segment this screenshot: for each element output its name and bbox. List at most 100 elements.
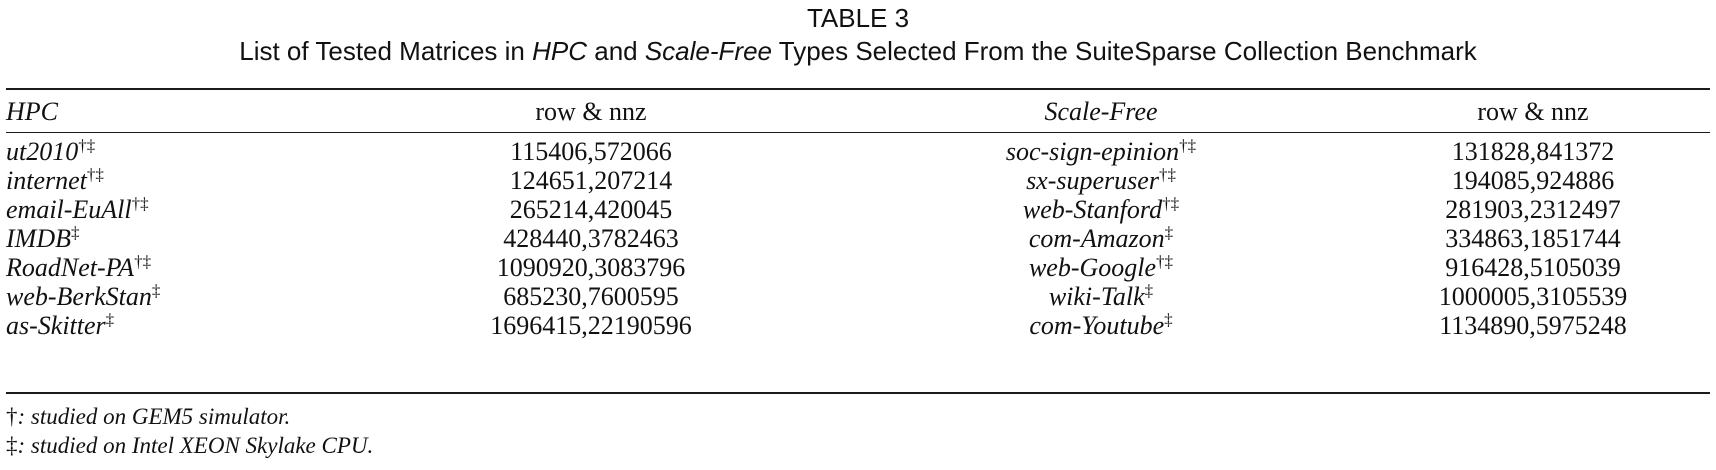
sf-matrix-name: wiki-Talk <box>1048 282 1145 311</box>
sf-matrix-mark: †‡ <box>1156 252 1174 271</box>
top-rule <box>6 88 1710 90</box>
hpc-row-nnz-cell: 265214,420045 <box>336 195 846 224</box>
hpc-matrix-cell: email-EuAll†‡ <box>6 195 336 224</box>
sf-matrix-cell: web-Stanford†‡ <box>846 195 1356 224</box>
footnote-mark: † <box>6 404 18 429</box>
header-scale-free: Scale-Free <box>1044 97 1158 126</box>
hpc-matrix-mark: †‡ <box>134 252 152 271</box>
hpc-matrix-name: RoadNet-PA <box>6 253 135 282</box>
table-row: RoadNet-PA†‡ 1090920,3083796 web-Google†‡ 9… <box>6 253 1710 282</box>
footnote-double-dagger: ‡: studied on Intel XEON Skylake CPU. <box>6 431 373 460</box>
sf-matrix-mark: †‡ <box>1179 136 1197 155</box>
sf-matrix-name: web-Google <box>1028 253 1157 282</box>
hpc-matrix-cell: internet†‡ <box>6 166 336 195</box>
table-row: IMDB‡ 428440,3782463 com-Amazon‡ 334863,185… <box>6 224 1710 253</box>
sf-matrix-cell: com-Youtube‡ <box>846 311 1356 340</box>
caption-text-after: Types Selected From the SuiteSparse Coll… <box>772 36 1477 66</box>
hpc-matrix-cell: web-BerkStan‡ <box>6 282 336 311</box>
hpc-matrix-mark: †‡ <box>86 165 104 184</box>
table-row: ut2010†‡ 115406,572066 soc-sign-epinion†‡ 1… <box>6 128 1710 166</box>
caption-text-before: List of Tested Matrices in <box>239 36 533 66</box>
caption-hpc: HPC <box>532 36 588 66</box>
hpc-row-nnz-value: 115406,572066 <box>510 137 672 166</box>
sf-row-nnz-value: 1000005,3105539 <box>1438 282 1628 311</box>
footnote-mark: ‡ <box>6 433 18 458</box>
sf-matrix-mark: ‡ <box>1164 310 1173 329</box>
sf-row-nnz-value: 1134890,5975248 <box>1439 311 1627 340</box>
hpc-row-nnz-cell: 685230,7600595 <box>336 282 846 311</box>
hpc-matrix-name: web-BerkStan <box>6 282 152 311</box>
caption-scale-free: Scale-Free <box>644 36 772 66</box>
sf-matrix-mark: †‡ <box>1158 165 1176 184</box>
hpc-row-nnz-cell: 115406,572066 <box>336 128 846 166</box>
hpc-row-nnz-value: 1696415,22190596 <box>490 311 692 340</box>
hpc-row-nnz-value: 265214,420045 <box>509 195 673 224</box>
sf-row-nnz-cell: 334863,1851744 <box>1356 224 1710 253</box>
hpc-matrix-cell: RoadNet-PA†‡ <box>6 253 336 282</box>
sf-matrix-name: web-Stanford <box>1022 195 1163 224</box>
table-row: web-BerkStan‡ 685230,7600595 wiki-Talk‡ 100… <box>6 282 1710 311</box>
sf-matrix-cell: soc-sign-epinion†‡ <box>846 128 1356 166</box>
sf-matrix-cell: com-Amazon‡ <box>846 224 1356 253</box>
table-row: email-EuAll†‡ 265214,420045 web-Stanford†‡… <box>6 195 1710 224</box>
table-caption-title: List of Tested Matrices in HPC and Scale… <box>0 36 1716 66</box>
header-hpc-row-nnz: row & nnz <box>535 97 647 126</box>
sf-matrix-cell: wiki-Talk‡ <box>846 282 1356 311</box>
hpc-row-nnz-value: 124651,207214 <box>509 166 673 195</box>
table-body: ut2010†‡ 115406,572066 soc-sign-epinion†‡ 1… <box>6 128 1710 340</box>
hpc-row-nnz-value: 428440,3782463 <box>503 224 679 253</box>
hpc-matrix-name: IMDB <box>6 224 71 253</box>
sf-matrix-name: com-Youtube <box>1029 311 1165 340</box>
table-row: internet†‡ 124651,207214 sx-superuser†‡ 194… <box>6 166 1710 195</box>
hpc-matrix-name: email-EuAll <box>6 195 132 224</box>
hpc-matrix-mark: †‡ <box>131 194 149 213</box>
sf-row-nnz-value: 916428,5105039 <box>1445 253 1621 282</box>
caption-text-and: and <box>587 36 645 66</box>
sf-matrix-cell: sx-superuser†‡ <box>846 166 1356 195</box>
hpc-row-nnz-value: 685230,7600595 <box>503 282 679 311</box>
sf-row-nnz-cell: 281903,2312497 <box>1356 195 1710 224</box>
bottom-rule <box>6 392 1710 394</box>
hpc-matrix-mark: ‡ <box>105 310 115 329</box>
table-caption-label: TABLE 3 <box>806 3 910 33</box>
sf-matrix-mark: †‡ <box>1162 194 1180 213</box>
hpc-matrix-mark: ‡ <box>151 281 161 300</box>
hpc-matrix-cell: IMDB‡ <box>6 224 336 253</box>
footnote-text: : studied on GEM5 simulator. <box>17 404 291 429</box>
sf-row-nnz-value: 194085,924886 <box>1451 166 1615 195</box>
sf-matrix-mark: ‡ <box>1144 281 1154 300</box>
hpc-row-nnz-cell: 1090920,3083796 <box>336 253 846 282</box>
sf-matrix-name: com-Amazon <box>1028 224 1165 253</box>
hpc-matrix-cell: as-Skitter‡ <box>6 311 336 340</box>
sf-matrix-mark: ‡ <box>1164 223 1174 242</box>
table-header-row: HPC row & nnz Scale-Free row & nnz <box>6 95 1710 128</box>
footnote-text: : studied on Intel XEON Skylake CPU. <box>17 433 374 458</box>
hpc-matrix-mark: †‡ <box>78 136 96 155</box>
sf-row-nnz-value: 334863,1851744 <box>1445 224 1621 253</box>
sf-row-nnz-value: 131828,841372 <box>1451 137 1615 166</box>
header-hpc: HPC <box>6 97 58 126</box>
sf-matrix-name: sx-superuser <box>1026 166 1159 195</box>
sf-row-nnz-cell: 131828,841372 <box>1356 128 1710 166</box>
sf-row-nnz-cell: 1134890,5975248 <box>1356 311 1710 340</box>
sf-row-nnz-cell: 194085,924886 <box>1356 166 1710 195</box>
hpc-matrix-mark: ‡ <box>70 223 80 242</box>
sf-row-nnz-cell: 916428,5105039 <box>1356 253 1710 282</box>
hpc-row-nnz-value: 1090920,3083796 <box>496 253 686 282</box>
hpc-row-nnz-cell: 124651,207214 <box>336 166 846 195</box>
table-footnotes: †: studied on GEM5 simulator. ‡: studied… <box>6 402 373 460</box>
hpc-row-nnz-cell: 1696415,22190596 <box>336 311 846 340</box>
hpc-matrix-name: internet <box>6 166 87 195</box>
sf-row-nnz-cell: 1000005,3105539 <box>1356 282 1710 311</box>
hpc-matrix-name: as-Skitter <box>6 311 106 340</box>
header-rule <box>6 132 1710 133</box>
hpc-matrix-cell: ut2010†‡ <box>6 128 336 166</box>
hpc-row-nnz-cell: 428440,3782463 <box>336 224 846 253</box>
matrix-table: HPC row & nnz Scale-Free row & nnz ut201… <box>6 95 1710 340</box>
footnote-dagger: †: studied on GEM5 simulator. <box>6 402 373 431</box>
sf-row-nnz-value: 281903,2312497 <box>1445 195 1621 224</box>
table-row: as-Skitter‡ 1696415,22190596 com-Youtube‡ 1… <box>6 311 1710 340</box>
hpc-matrix-name: ut2010 <box>6 137 79 166</box>
sf-matrix-name: soc-sign-epinion <box>1005 137 1180 166</box>
header-sf-row-nnz: row & nnz <box>1477 97 1589 126</box>
